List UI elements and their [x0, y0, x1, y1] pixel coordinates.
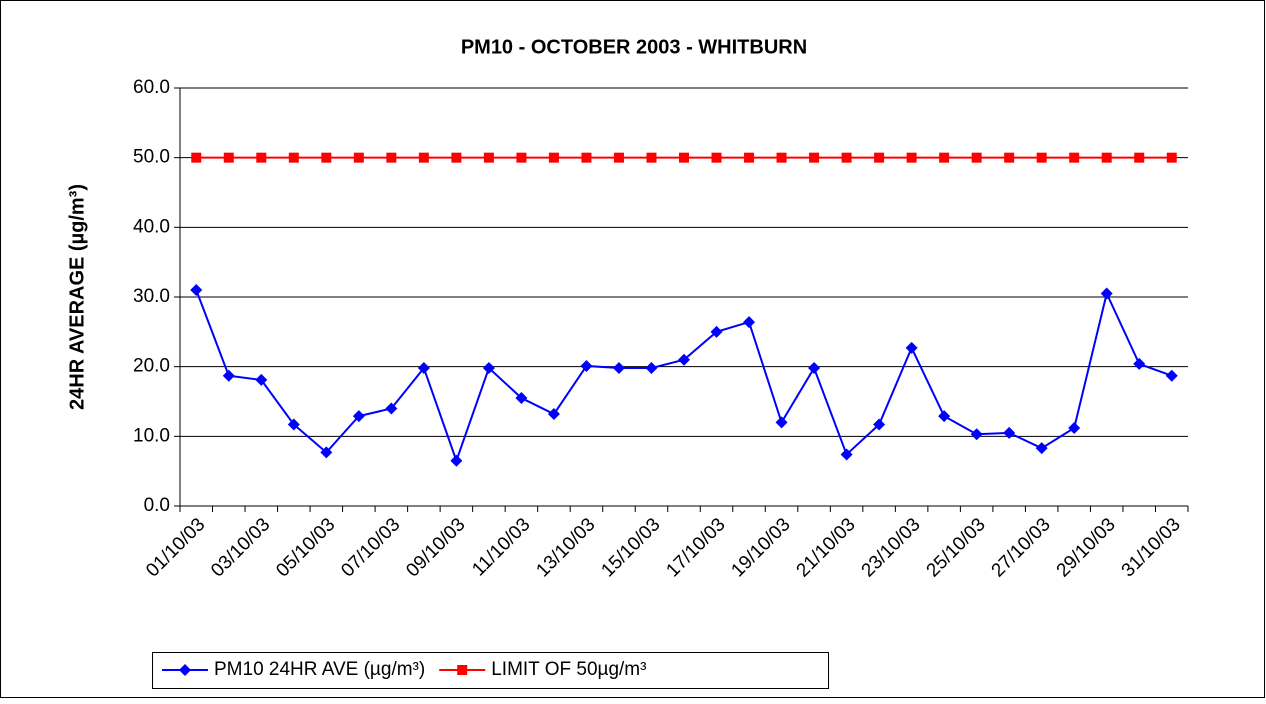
point-marker	[840, 448, 853, 461]
point-marker	[645, 362, 658, 375]
y-tick-label: 40.0	[133, 216, 170, 237]
y-tick-label: 50.0	[133, 147, 170, 168]
point-marker	[873, 418, 886, 431]
point-marker	[353, 152, 364, 163]
point-marker	[809, 152, 820, 163]
point-marker	[179, 664, 191, 676]
point-marker	[482, 362, 495, 375]
point-marker	[678, 353, 690, 366]
point-marker	[1101, 152, 1112, 163]
point-marker	[457, 665, 468, 675]
point-marker	[613, 152, 624, 163]
y-tick-label: 20.0	[133, 356, 170, 377]
point-marker	[385, 402, 398, 415]
point-marker	[580, 359, 593, 372]
y-tick-label: 60.0	[133, 77, 170, 98]
point-marker	[710, 325, 723, 338]
point-marker	[1035, 442, 1048, 455]
point-marker	[612, 362, 625, 375]
y-tick-label: 10.0	[133, 425, 170, 446]
point-marker	[970, 428, 983, 441]
point-marker	[939, 152, 950, 163]
point-marker	[1100, 287, 1113, 300]
point-marker	[581, 152, 592, 163]
point-marker	[288, 152, 299, 163]
point-marker	[352, 410, 365, 423]
point-marker	[1133, 357, 1146, 370]
point-marker	[483, 152, 494, 163]
point-marker	[874, 152, 885, 163]
point-marker	[938, 410, 951, 423]
point-marker	[386, 152, 397, 163]
point-marker	[905, 341, 918, 354]
point-marker	[320, 446, 333, 459]
point-marker	[1004, 152, 1015, 163]
point-marker	[418, 152, 429, 163]
point-marker	[808, 362, 821, 375]
point-marker	[906, 152, 917, 163]
point-marker	[548, 152, 559, 163]
point-marker	[516, 152, 527, 163]
y-axis-label: 24HR AVERAGE (µg/m³)	[66, 184, 88, 410]
legend-box	[152, 652, 829, 689]
legend-label: PM10 24HR AVE (µg/m³)	[214, 659, 425, 680]
point-marker	[1069, 152, 1080, 163]
point-marker	[1166, 152, 1177, 163]
point-marker	[711, 152, 722, 163]
chart-title: PM10 - OCTOBER 2003 - WHITBURN	[461, 36, 807, 58]
point-marker	[775, 416, 788, 429]
point-marker	[287, 418, 300, 431]
point-marker	[1003, 426, 1016, 439]
point-marker	[191, 152, 202, 163]
point-marker	[971, 152, 982, 163]
point-marker	[321, 152, 332, 163]
point-marker	[776, 152, 787, 163]
point-marker	[255, 373, 268, 386]
y-tick-label: 0.0	[144, 495, 170, 516]
point-marker	[1036, 152, 1047, 163]
point-marker	[743, 316, 756, 329]
point-marker	[841, 152, 852, 163]
point-marker	[646, 152, 657, 163]
legend-label: LIMIT OF 50µg/m³	[491, 659, 646, 680]
point-marker	[515, 392, 528, 405]
point-marker	[223, 152, 234, 163]
point-marker	[547, 408, 560, 421]
point-marker	[679, 152, 689, 163]
point-marker	[417, 362, 430, 375]
point-marker	[256, 152, 267, 163]
y-tick-label: 30.0	[133, 286, 170, 307]
legend: PM10 24HR AVE (µg/m³) LIMIT OF 50µg/m³	[152, 652, 829, 689]
point-marker	[1134, 152, 1145, 163]
point-marker	[190, 284, 203, 297]
point-marker	[222, 369, 235, 382]
point-marker	[1165, 369, 1178, 382]
point-marker	[451, 152, 462, 163]
point-marker	[744, 152, 755, 163]
point-marker	[1068, 421, 1081, 434]
point-marker	[450, 454, 463, 467]
